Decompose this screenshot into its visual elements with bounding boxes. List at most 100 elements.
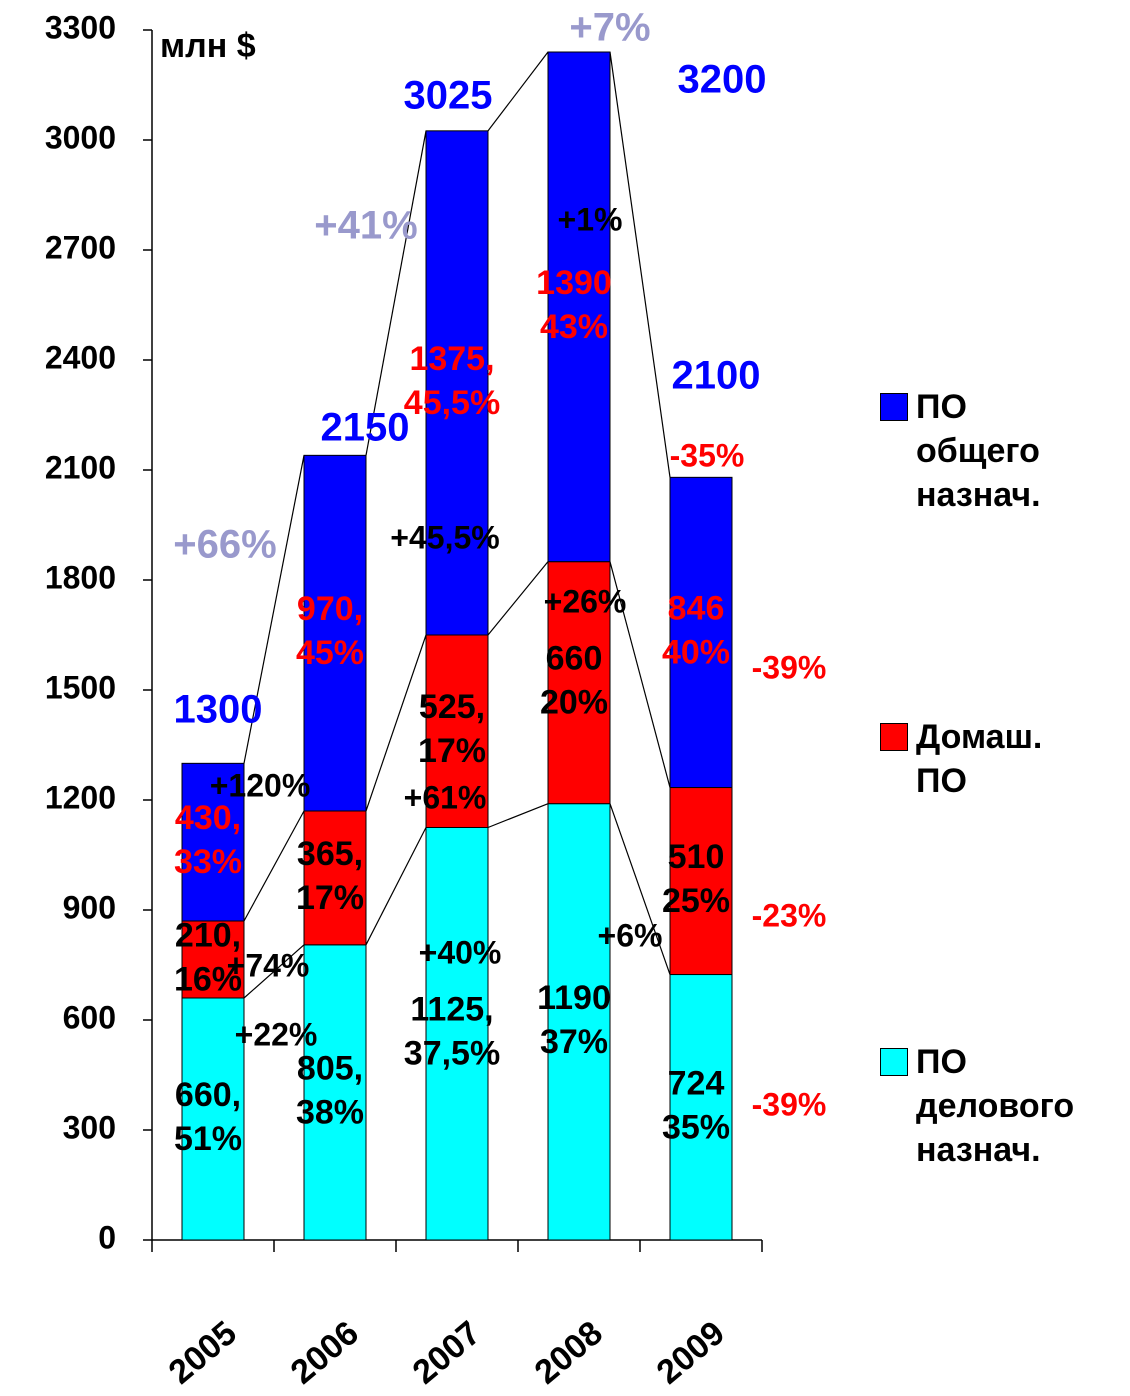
y-tick-label: 3000 bbox=[45, 119, 116, 155]
x-tick-label: 2005 bbox=[162, 1314, 244, 1392]
share-label: 16% bbox=[174, 960, 242, 998]
x-tick-label: 2007 bbox=[406, 1314, 488, 1392]
value-label: 1190 bbox=[537, 979, 611, 1017]
value-label: 1390 bbox=[536, 264, 612, 302]
y-tick-label: 1500 bbox=[45, 669, 116, 705]
value-label: 210, bbox=[175, 916, 241, 954]
annotation: +61% bbox=[404, 779, 487, 815]
bar-segment bbox=[425, 634, 489, 828]
legend-item: ПО общего назнач. bbox=[880, 385, 1091, 517]
value-label: 1125, bbox=[410, 991, 493, 1029]
legend-label: Домаш. ПО bbox=[916, 718, 1043, 800]
connector bbox=[487, 803, 549, 829]
legend-swatch bbox=[880, 1048, 908, 1076]
connector bbox=[365, 827, 427, 946]
share-label: 17% bbox=[296, 879, 364, 917]
share-label: 51% bbox=[174, 1120, 242, 1158]
annotation: -35% bbox=[670, 437, 745, 473]
bar-segment bbox=[547, 51, 611, 563]
value-label: 805, bbox=[297, 1049, 363, 1087]
legend-swatch bbox=[880, 723, 908, 751]
y-tick-label: 3300 bbox=[45, 9, 116, 45]
share-label: 43% bbox=[540, 308, 608, 346]
annotation: +7% bbox=[569, 6, 650, 50]
bar-segment bbox=[303, 810, 367, 946]
connector bbox=[487, 51, 549, 132]
bar-segment bbox=[547, 803, 611, 1241]
value-label: 660, bbox=[175, 1076, 241, 1114]
share-label: 37,5% bbox=[404, 1035, 500, 1073]
y-tick-label: 1200 bbox=[45, 779, 116, 815]
value-label: 525, bbox=[419, 688, 485, 726]
value-label: 510 bbox=[668, 838, 725, 876]
connector bbox=[365, 130, 427, 456]
value-label: 724 bbox=[668, 1064, 725, 1102]
y-tick-label: 2700 bbox=[45, 229, 116, 265]
legend-item: Домаш. ПО bbox=[880, 715, 1091, 803]
value-label: 970, bbox=[297, 590, 363, 628]
annotation: +26% bbox=[544, 583, 627, 619]
connector bbox=[243, 455, 305, 764]
annotation: -39% bbox=[752, 649, 827, 685]
share-label: 37% bbox=[540, 1023, 608, 1061]
bar-segment bbox=[303, 454, 367, 812]
connector bbox=[243, 944, 305, 999]
y-tick-label: 2400 bbox=[45, 339, 116, 375]
legend-label: ПО общего назнач. bbox=[916, 388, 1041, 514]
annotation: +66% bbox=[173, 523, 276, 567]
bar-segment bbox=[669, 787, 733, 976]
x-tick-label: 2008 bbox=[528, 1314, 610, 1392]
total-label: 2150 bbox=[321, 406, 410, 450]
x-tick-label: 2009 bbox=[650, 1314, 732, 1392]
connector bbox=[243, 810, 305, 922]
value-label: 365, bbox=[297, 835, 363, 873]
connector bbox=[487, 561, 549, 636]
unit-label: млн $ bbox=[160, 27, 256, 65]
annotation: +41% bbox=[314, 204, 417, 248]
bar-segment bbox=[547, 561, 611, 805]
y-tick-label: 0 bbox=[98, 1219, 116, 1255]
share-label: 20% bbox=[540, 684, 608, 722]
bar-segment bbox=[669, 476, 733, 789]
legend-item: ПО делового назнач. bbox=[880, 1040, 1091, 1172]
annotation: +22% bbox=[235, 1016, 318, 1052]
y-tick-label: 2100 bbox=[45, 449, 116, 485]
connector bbox=[609, 803, 671, 975]
bar-segment bbox=[669, 974, 733, 1241]
annotation: -23% bbox=[752, 897, 827, 933]
bar-segment bbox=[181, 997, 245, 1241]
share-label: 40% bbox=[662, 633, 730, 671]
bar-segment bbox=[303, 944, 367, 1241]
share-label: 38% bbox=[296, 1093, 364, 1131]
annotation: +45,5% bbox=[390, 519, 499, 555]
annotation: +74% bbox=[227, 947, 310, 983]
annotation: +1% bbox=[558, 201, 623, 237]
total-label: 3025 bbox=[404, 74, 493, 118]
value-label: 660 bbox=[546, 640, 603, 678]
share-label: 45,5% bbox=[404, 384, 500, 422]
value-label: 846 bbox=[668, 589, 725, 627]
bar-segment bbox=[181, 762, 245, 922]
y-tick-label: 1800 bbox=[45, 559, 116, 595]
value-label: 430, bbox=[175, 799, 241, 837]
x-tick-label: 2006 bbox=[284, 1314, 366, 1392]
share-label: 33% bbox=[174, 843, 242, 881]
bar-segment bbox=[425, 130, 489, 636]
share-label: 45% bbox=[296, 634, 364, 672]
bar-segment bbox=[181, 920, 245, 999]
connector bbox=[365, 634, 427, 812]
y-tick-label: 600 bbox=[63, 999, 116, 1035]
total-label: 1300 bbox=[174, 688, 263, 732]
legend-label: ПО делового назнач. bbox=[916, 1043, 1075, 1169]
annotation: +6% bbox=[598, 917, 663, 953]
annotation: +120% bbox=[210, 767, 311, 803]
share-label: 17% bbox=[418, 732, 486, 770]
value-label: 1375, bbox=[409, 340, 494, 378]
share-label: 25% bbox=[662, 882, 730, 920]
share-label: 35% bbox=[662, 1108, 730, 1146]
legend-swatch bbox=[880, 393, 908, 421]
total-label: 2100 bbox=[672, 354, 761, 398]
y-tick-label: 300 bbox=[63, 1109, 116, 1145]
